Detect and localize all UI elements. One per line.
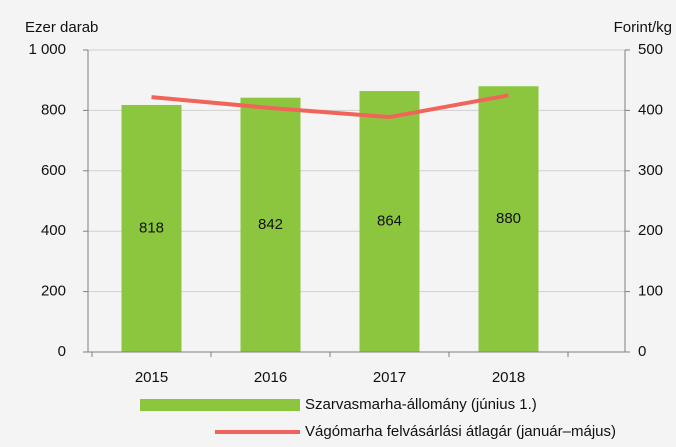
bar — [359, 91, 420, 353]
y2-tick-label: 300 — [638, 162, 663, 179]
legend-label: Szarvasmarha-állomány (június 1.) — [305, 396, 537, 413]
y-tick-label: 1 000 — [28, 41, 66, 58]
y2-tick-label: 500 — [638, 41, 663, 58]
y2-tick-label: 100 — [638, 283, 663, 300]
line — [151, 93, 509, 120]
x-tick-label: 2015 — [135, 369, 168, 386]
legend-label: Vágómarha felvásárlási átlagár (január–m… — [305, 423, 616, 440]
x-tick-label: 2017 — [373, 369, 406, 386]
data-label: 842 — [258, 216, 283, 233]
data-label: 880 — [496, 210, 521, 227]
y-tick-label: 600 — [41, 162, 66, 179]
y2-tick-label: 0 — [638, 343, 646, 360]
y-tick-label: 400 — [41, 222, 66, 239]
y-tick-label: 800 — [41, 101, 66, 118]
bar — [121, 104, 182, 353]
y-tick-label: 200 — [41, 283, 66, 300]
bar — [240, 97, 301, 352]
y2-tick-label: 400 — [638, 101, 663, 118]
y2-axis-title: Forint/kg — [614, 19, 672, 36]
x-tick-label: 2016 — [254, 369, 287, 386]
x-tick-label: 2018 — [492, 369, 525, 386]
y-tick-label: 0 — [58, 343, 66, 360]
y2-tick-label: 200 — [638, 222, 663, 239]
y-axis-title: Ezer darab — [25, 19, 98, 36]
data-label: 818 — [139, 219, 164, 236]
bar — [478, 86, 539, 353]
data-label: 864 — [377, 213, 402, 230]
legend-swatch — [140, 399, 300, 411]
